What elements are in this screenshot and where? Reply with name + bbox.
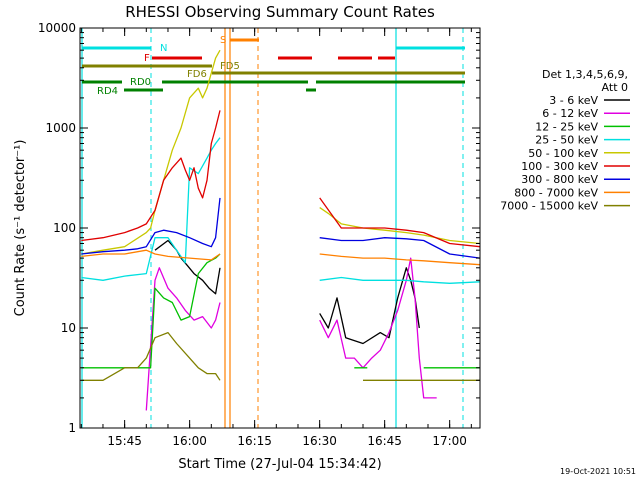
legend-entry-label: 50 - 100 keV	[528, 147, 598, 160]
legend-title-line-1: Det 1,3,4,5,6,9,	[542, 68, 628, 81]
x-tick-label: 15:45	[107, 434, 142, 448]
x-axis-label: Start Time (27-Jul-04 15:34:42)	[178, 457, 381, 472]
y-tick-label: 100	[53, 221, 76, 235]
flag-label-fd5: FD5	[220, 61, 240, 72]
series-line-6	[81, 197, 481, 259]
flag-label-s: S	[220, 35, 226, 46]
legend-entry-label: 25 - 50 keV	[535, 134, 598, 147]
series-layer	[81, 49, 481, 411]
flag-label-f: F	[144, 53, 150, 64]
legend-entry-label: 12 - 25 keV	[535, 120, 598, 133]
x-tick-label: 16:00	[172, 434, 207, 448]
series-line-8	[81, 331, 480, 381]
legend-entry-label: 300 - 800 keV	[521, 173, 598, 186]
series-line-7	[81, 249, 481, 266]
y-tick-label: 10000	[38, 21, 76, 35]
x-tick-label: 16:30	[302, 434, 337, 448]
legend-entry-label: 100 - 300 keV	[521, 160, 598, 173]
legend-entry-label: 800 - 7000 keV	[514, 186, 598, 199]
axes: 15:45 16:00 16:15 16:30 16:45 17:00 1 10 100 1000…	[38, 21, 480, 448]
y-axis-label: Count Rate (s⁻¹ detector⁻¹)	[13, 140, 28, 317]
timestamp: 19-Oct-2021 10:51	[560, 467, 636, 476]
y-tick-label: 10	[61, 321, 76, 335]
x-tick-label: 16:45	[367, 434, 402, 448]
overlay-layer	[81, 28, 464, 428]
chart-title: RHESSI Observing Summary Count Rates	[125, 3, 435, 21]
series-line-1	[145, 257, 437, 411]
legend-title-line-2: Att 0	[602, 81, 628, 94]
legend-entry-label: 3 - 6 keV	[549, 94, 598, 107]
flag-label-rd0: RD0	[130, 77, 151, 88]
x-tick-label: 16:15	[237, 434, 272, 448]
legend-entry-label: 7000 - 15000 keV	[500, 200, 598, 213]
flag-label-n: N	[160, 43, 167, 54]
y-tick-label: 1	[68, 421, 76, 435]
flag-bars: NF S FD5 FD6 RD0 RD4	[82, 35, 465, 97]
x-tick-label: 17:00	[432, 434, 467, 448]
flag-label-fd6: FD6	[187, 69, 207, 80]
flag-label-rd4: RD4	[97, 86, 118, 97]
series-line-5	[81, 110, 481, 248]
legend-entry-label: 6 - 12 keV	[542, 107, 598, 120]
y-tick-label: 1000	[45, 121, 76, 135]
series-line-0	[154, 239, 420, 345]
